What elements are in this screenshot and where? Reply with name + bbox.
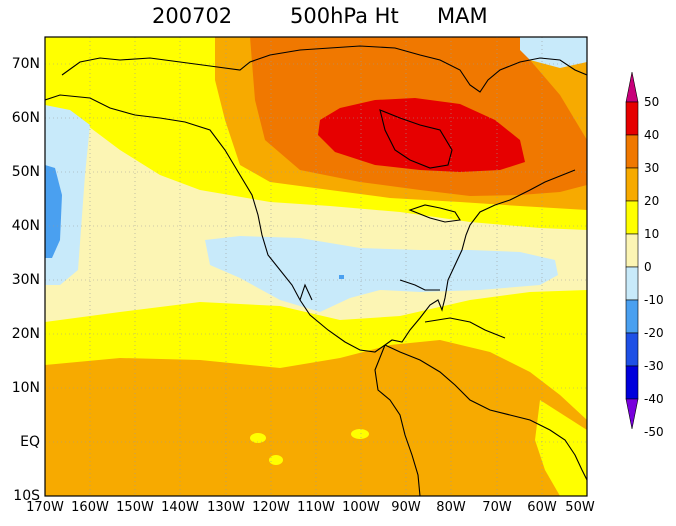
lon-label-140w: 140W [161,500,199,515]
lon-label-110w: 110W [297,500,335,515]
lon-label-170w: 170W [26,500,64,515]
baja-california [299,283,313,301]
lon-label-90w: 90W [391,500,421,515]
map-frame [44,36,588,497]
coastlines [45,45,587,496]
contour-10-20-patch-b [269,455,283,465]
caribbean-islands [424,317,506,339]
lat-label-10s: 10S [13,488,40,504]
lon-label-70w: 70W [482,500,512,515]
lat-label-70n: 70N [11,56,40,72]
lon-label-150w: 150W [116,500,154,515]
lon-label-160w: 160W [71,500,109,515]
colorbar-arrow-top [625,71,639,103]
gulf-coast [399,279,440,291]
colorbar-label-n20: -20 [644,326,664,340]
title-field: 500hPa Ht [290,4,399,28]
colorbar-label-10: 10 [644,227,660,241]
contour-neg20-spot [339,275,344,279]
colorbar-swatch [625,134,639,169]
lat-label-60n: 60N [11,110,40,126]
lon-label-60w: 60W [527,500,557,515]
contour-10-20-patch-a [250,433,266,443]
contour-neg10-0-subtropics [205,236,558,312]
lon-label-80w: 80W [436,500,466,515]
lat-label-10n: 10N [11,380,40,396]
atlantic-coast [384,169,576,346]
colorbar-label-20: 20 [644,194,660,208]
colorbar-label-n50: -50 [644,425,664,439]
lat-label-50n: 50N [11,164,40,180]
hudson-bay [379,109,453,169]
colorbar-label-n10: -10 [644,293,664,307]
colorbar-label-n30: -30 [644,359,664,373]
colorbar-label-30: 30 [644,161,660,175]
south-america-coast [384,344,587,481]
colorbar-label-n40: -40 [644,392,664,406]
great-lakes [408,204,461,223]
colorbar-swatch [625,101,639,136]
colorbar-swatch [625,200,639,235]
colorbar-arrow-bottom [625,398,639,430]
colorbar-swatch [625,365,639,400]
colorbar-label-0: 0 [644,260,652,274]
title-season: MAM [437,4,488,28]
graticule [45,37,587,496]
colorbar-swatch [625,332,639,367]
colorbar-swatch [625,299,639,334]
lat-label-40n: 40N [11,218,40,234]
contour-neg10-0-ne [520,37,587,68]
colorbar-label-40: 40 [644,128,660,142]
colorbar-label-50: 50 [644,95,660,109]
lon-label-120w: 120W [252,500,290,515]
contour-neg20-neg10 [45,165,62,258]
pacific-coast [45,94,386,353]
contour-10-20-patch-c [351,429,369,439]
colorbar-swatch [625,233,639,268]
lon-label-130w: 130W [207,500,245,515]
contour-10-20-se [535,400,587,496]
arctic-coast [61,45,587,93]
title-date: 200702 [152,4,233,28]
lat-label-eq: EQ [20,434,40,450]
colorbar-swatch [625,266,639,301]
lon-label-50w: 50W [565,500,595,515]
contour-above-40 [318,98,525,172]
lat-label-20n: 20N [11,326,40,342]
colorbar-swatch [625,167,639,202]
colorbar [625,71,639,430]
map-plot [45,37,587,496]
lon-label-100w: 100W [342,500,380,515]
lat-label-30n: 30N [11,272,40,288]
central-america-pacific [374,344,421,496]
